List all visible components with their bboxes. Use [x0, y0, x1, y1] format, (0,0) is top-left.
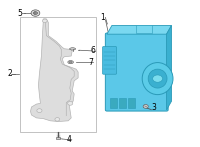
Ellipse shape	[142, 63, 173, 95]
Bar	[110, 98, 117, 108]
Text: 5: 5	[17, 9, 22, 18]
Circle shape	[68, 101, 73, 105]
Text: 3: 3	[151, 103, 156, 112]
Circle shape	[37, 109, 42, 112]
Text: 7: 7	[89, 58, 94, 67]
Bar	[56, 137, 60, 139]
Ellipse shape	[68, 61, 73, 64]
Text: 4: 4	[67, 135, 72, 144]
Ellipse shape	[148, 69, 167, 88]
Circle shape	[153, 75, 163, 82]
Polygon shape	[107, 25, 172, 34]
FancyBboxPatch shape	[103, 47, 116, 74]
Circle shape	[55, 118, 60, 121]
Polygon shape	[30, 19, 78, 122]
Text: 1: 1	[101, 13, 105, 22]
Circle shape	[31, 10, 40, 16]
Bar	[119, 98, 126, 108]
Text: 2: 2	[7, 69, 12, 78]
Circle shape	[33, 12, 37, 15]
Polygon shape	[167, 25, 172, 110]
Circle shape	[42, 19, 47, 22]
Bar	[20, 17, 96, 132]
Ellipse shape	[70, 48, 76, 50]
Bar	[128, 98, 135, 108]
Bar	[136, 25, 152, 33]
Text: 6: 6	[91, 46, 95, 55]
FancyBboxPatch shape	[105, 33, 168, 111]
Ellipse shape	[69, 61, 72, 63]
Circle shape	[143, 105, 148, 108]
